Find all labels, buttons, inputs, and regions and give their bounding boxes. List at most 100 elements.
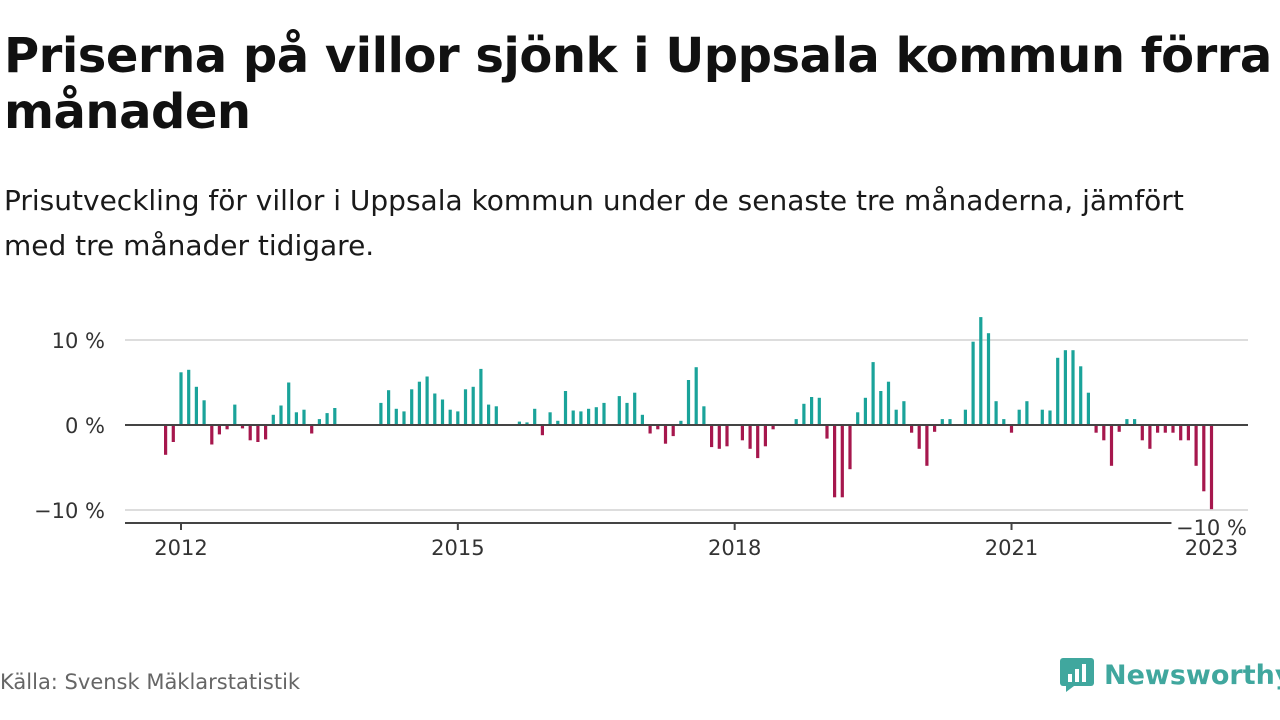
bar (440, 399, 445, 425)
bar (771, 425, 775, 430)
bar (1002, 419, 1006, 425)
bar (310, 425, 314, 434)
bar (1125, 419, 1129, 425)
bar (794, 419, 798, 425)
bar (294, 412, 298, 426)
bar (494, 406, 498, 425)
bar (702, 406, 706, 425)
bar (1025, 401, 1029, 425)
bar (894, 409, 898, 425)
chart-subtitle: Prisutveckling för villor i Uppsala komm… (4, 184, 1184, 262)
x-tick-label: 2012 (154, 536, 207, 560)
bar (871, 362, 875, 425)
bar (271, 414, 275, 425)
bar (525, 422, 529, 425)
bars-layer (164, 317, 1214, 510)
bar (602, 402, 606, 425)
bar (287, 382, 291, 425)
bar (587, 408, 591, 425)
bar (487, 404, 491, 425)
bar (325, 413, 329, 425)
bar (433, 393, 437, 425)
bar-chart-speech-icon (1060, 658, 1094, 692)
bar (756, 425, 760, 459)
bar (463, 389, 468, 425)
bar (910, 425, 914, 433)
bar (179, 372, 183, 425)
bar (187, 369, 191, 426)
bar (517, 421, 521, 425)
bar (556, 420, 560, 426)
bar (1186, 425, 1190, 441)
bar (710, 425, 714, 448)
bar (1209, 425, 1214, 510)
bar (725, 425, 729, 447)
bar (1048, 410, 1052, 425)
bar (233, 404, 237, 425)
bar (802, 403, 806, 426)
bar (863, 397, 867, 425)
bar (886, 381, 891, 425)
annotation-background (1171, 515, 1252, 540)
bar (379, 402, 383, 425)
bar (940, 419, 944, 425)
bar (1102, 425, 1106, 441)
bar (202, 400, 206, 425)
bar (1086, 392, 1090, 425)
bar (1071, 350, 1075, 425)
grid-layer (125, 339, 1248, 511)
bar (1133, 419, 1137, 425)
bar (540, 425, 544, 436)
bar (810, 397, 814, 425)
bar (663, 425, 668, 444)
x-tick-label: 2021 (985, 536, 1038, 560)
bar (171, 425, 175, 442)
bar (1179, 425, 1183, 441)
bar (533, 408, 537, 425)
bar (225, 425, 229, 430)
bar (833, 425, 837, 498)
bar (640, 414, 644, 425)
bar (633, 392, 637, 425)
bar (671, 425, 675, 437)
bar (317, 419, 321, 425)
bar (986, 333, 991, 425)
bar (402, 411, 406, 425)
bar (210, 425, 214, 445)
bar (748, 425, 752, 449)
bar (248, 425, 252, 441)
bar (387, 390, 391, 425)
bar (971, 341, 975, 425)
bar (1171, 425, 1175, 433)
bar (848, 425, 852, 470)
bar (1109, 425, 1114, 466)
bar (264, 425, 268, 440)
bar (417, 381, 421, 425)
bar (548, 412, 552, 426)
bar (740, 425, 744, 441)
bar (1056, 357, 1060, 425)
bar (594, 407, 598, 426)
bar (979, 317, 983, 425)
bar (448, 409, 452, 425)
bar (686, 380, 691, 425)
bar (217, 425, 221, 435)
bar (394, 408, 398, 425)
bar (933, 425, 937, 432)
bar (1194, 425, 1198, 466)
bar (656, 425, 660, 430)
bar (840, 425, 844, 498)
bar (825, 425, 829, 439)
y-tick-label: 10 % (52, 329, 105, 353)
bar (925, 425, 929, 466)
x-tick-label: 2018 (708, 536, 761, 560)
bar (1202, 425, 1206, 492)
bar (456, 411, 460, 425)
bar (1094, 425, 1098, 433)
bar (879, 391, 883, 425)
source-note: Källa: Svensk Mäklarstatistik (0, 670, 301, 694)
y-tick-label: −10 % (34, 499, 105, 523)
bar (902, 401, 906, 425)
bar (240, 425, 245, 429)
axis-layer: 10 %0 %−10 %2012 2015 2018 2021 2023−10 % (34, 329, 1252, 560)
